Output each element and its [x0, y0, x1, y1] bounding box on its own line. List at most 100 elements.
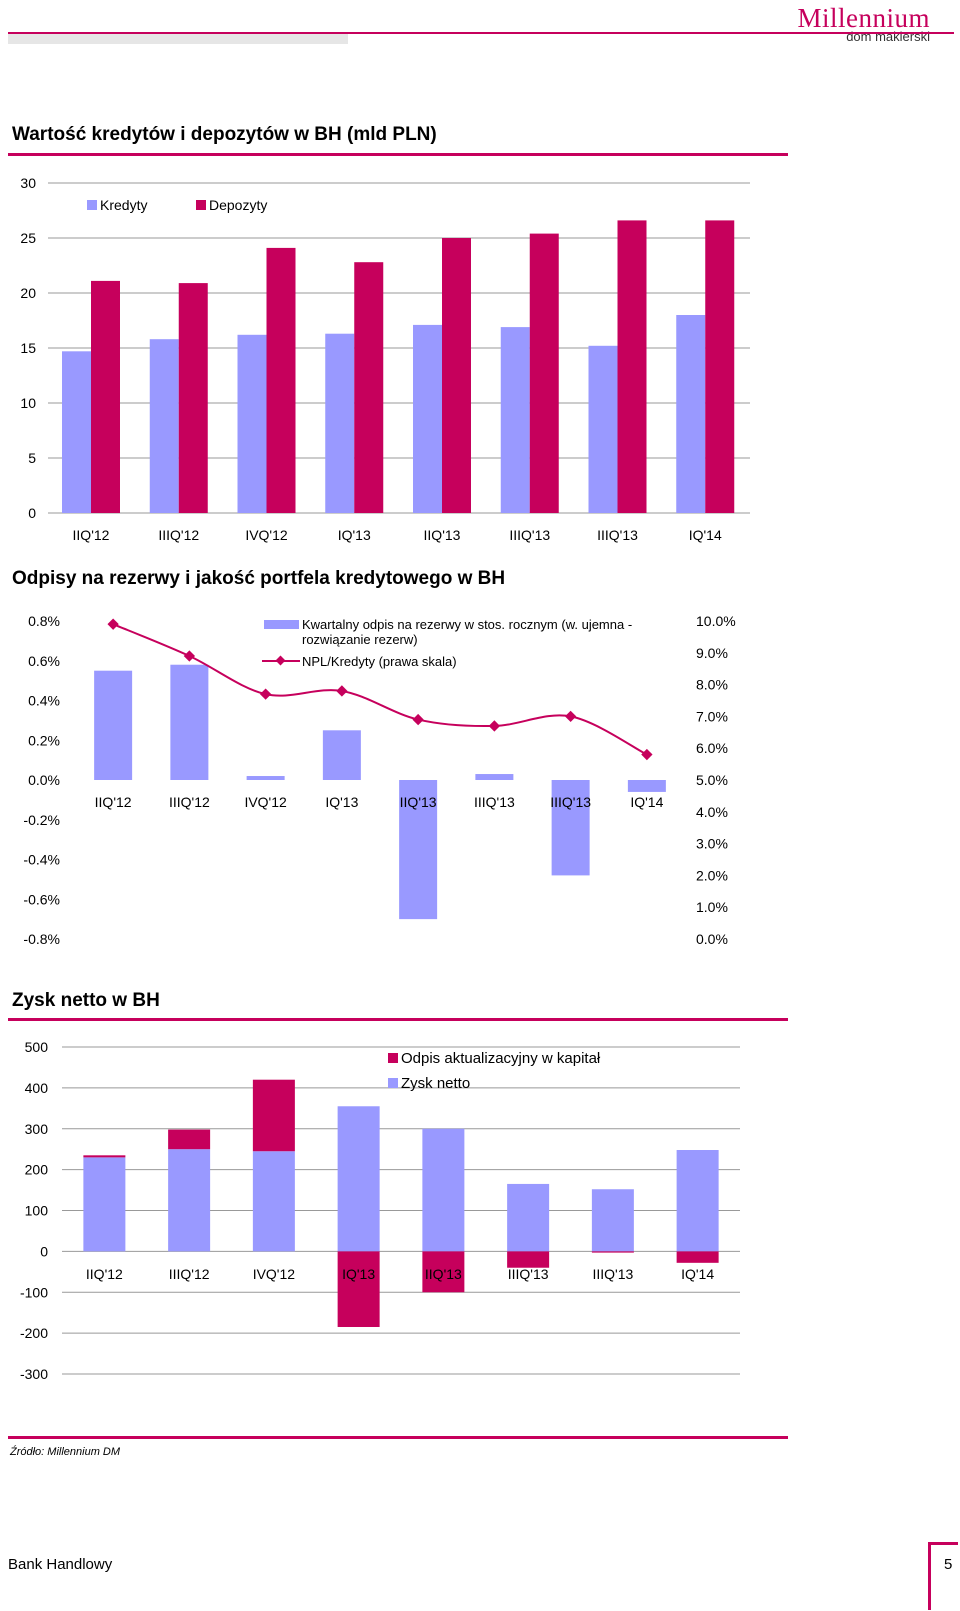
chart2-svg: 0.8% 0.6% 0.4% 0.2% 0.0% -0.2% -0.4% -0.6% -0.8%…	[23, 613, 736, 947]
bar-depozyty	[91, 280, 120, 513]
bar-kredyty	[676, 315, 706, 513]
chart1-x-labels: IIQ'12 IIIQ'12 IVQ'12 IQ'13 IIQ'13 IIIQ'13 III…	[73, 527, 722, 543]
legend-swatch-kredyty	[87, 200, 97, 210]
bar-odpis-rezerwy	[551, 780, 590, 876]
y2-tick-label: 10.0%	[696, 613, 736, 629]
x-tick-label: IQ'14	[689, 527, 722, 543]
bar-depozyty	[705, 220, 735, 513]
y2-tick-label: 8.0%	[696, 677, 728, 693]
chart3-svg: 500 400 300 200 100 0 -100 -200 -300 IIQ'12 IIIQ'…	[20, 1039, 740, 1382]
chart3-x-labels: IIQ'12 IIIQ'12 IVQ'12 IQ'13 IIQ'13 IIIQ'13 III…	[86, 1266, 714, 1282]
y-tick-label: -0.2%	[23, 812, 60, 828]
x-tick-label: IIQ'12	[95, 794, 132, 810]
bar-odpis-rezerwy	[627, 780, 666, 792]
brand-logo: Millennium dom maklerski	[798, 4, 931, 44]
bar-odpis-rezerwy	[170, 664, 209, 780]
bar-odpis-aktualizacyjny-w-kapita-	[591, 1251, 634, 1253]
bar-kredyty	[588, 345, 618, 513]
bar-zysk-netto	[252, 1151, 295, 1252]
chart3-gridlines	[62, 1046, 740, 1375]
y-tick-label: -100	[20, 1284, 48, 1300]
x-tick-label: IIQ'13	[425, 1266, 462, 1282]
y-tick-label: 200	[25, 1162, 49, 1178]
footer-company: Bank Handlowy	[8, 1556, 113, 1573]
legend-marker-npl	[275, 655, 286, 666]
legend-label-odpis-kapital: Odpis aktualizacyjny w kapitał	[401, 1050, 601, 1067]
y-tick-label: -300	[20, 1366, 48, 1382]
chart1-y-ticks: 0 5 10 15 20 25 30	[20, 175, 36, 521]
bar-zysk-netto	[591, 1189, 634, 1252]
bar-odpis-rezerwy	[246, 776, 285, 780]
legend-label-zysk-netto: Zysk netto	[401, 1075, 470, 1092]
y2-tick-label: 1.0%	[696, 899, 728, 915]
bar-kredyty	[237, 334, 267, 513]
bar-odpis-aktualizacyjny-w-kapita-	[337, 1251, 380, 1327]
source-note: Źródło: Millennium DM	[10, 1446, 121, 1458]
legend-label-odpis-rezerwy-line2: rozwiązanie rezerw)	[302, 632, 418, 647]
npl-point	[336, 685, 348, 697]
npl-point	[107, 618, 119, 630]
x-tick-label: IIIQ'13	[597, 527, 638, 543]
legend-label-kredyty: Kredyty	[100, 197, 147, 213]
y-tick-label: 10	[20, 395, 36, 411]
legend-swatch-zysk-netto	[388, 1078, 398, 1088]
x-tick-label: IIIQ'12	[169, 1266, 210, 1282]
bar-kredyty	[62, 351, 91, 513]
x-tick-label: IVQ'12	[245, 527, 288, 543]
chart2-y-ticks: 0.8% 0.6% 0.4% 0.2% 0.0% -0.2% -0.4% -0.6% -0.8%	[23, 613, 60, 947]
chart2-title: Odpisy na rezerwy i jakość portfela kred…	[12, 568, 506, 589]
y-tick-label: 0.2%	[28, 732, 60, 748]
y2-tick-label: 9.0%	[696, 645, 728, 661]
x-tick-label: IQ'13	[342, 1266, 375, 1282]
bar-depozyty	[529, 233, 559, 513]
chart1-legend: Kredyty Depozyty	[87, 197, 267, 213]
y-tick-label: 100	[25, 1203, 49, 1219]
chart1-title: Wartość kredytów i depozytów w BH (mld P…	[12, 124, 437, 145]
x-tick-label: IIQ'12	[86, 1266, 123, 1282]
bar-odpis-aktualizacyjny-w-kapita-	[676, 1251, 719, 1263]
x-tick-label: IIIQ'12	[158, 527, 199, 543]
x-tick-label: IIIQ'13	[508, 1266, 549, 1282]
bar-odpis-rezerwy	[399, 780, 438, 920]
chart1-title-rule	[8, 153, 788, 156]
bar-zysk-netto	[422, 1128, 465, 1252]
y2-tick-label: 0.0%	[696, 931, 728, 947]
legend-label-npl: NPL/Kredyty (prawa skala)	[302, 654, 457, 669]
footer-rule-horizontal	[928, 1542, 958, 1545]
bar-odpis-rezerwy	[322, 730, 361, 780]
chart1-bars	[62, 220, 735, 513]
chart2-npl-line	[107, 618, 653, 761]
npl-point	[412, 713, 424, 726]
x-tick-label: IQ'13	[338, 527, 371, 543]
bar-zysk-netto	[676, 1150, 719, 1252]
bar-kredyty	[413, 324, 442, 513]
chart3-title: Zysk netto w BH	[12, 990, 160, 1011]
bar-kredyty	[325, 333, 355, 513]
y2-tick-label: 5.0%	[696, 772, 728, 788]
bar-kredyty	[149, 339, 179, 513]
x-tick-label: IIIQ'12	[169, 794, 210, 810]
y2-tick-label: 7.0%	[696, 708, 728, 724]
bar-depozyty	[266, 247, 296, 513]
y-tick-label: 25	[20, 230, 36, 246]
y-tick-label: 5	[28, 450, 36, 466]
legend-swatch-depozyty	[196, 200, 206, 210]
legend-label-odpis-rezerwy-line1: Kwartalny odpis na rezerwy w stos. roczn…	[302, 617, 632, 632]
page-number: 5	[944, 1556, 953, 1573]
y-tick-label: 0.6%	[28, 653, 60, 669]
y-tick-label: 500	[25, 1039, 49, 1055]
x-tick-label: IIIQ'13	[592, 1266, 633, 1282]
y-tick-label: -0.8%	[23, 931, 60, 947]
legend-swatch-odpis-rezerwy	[264, 620, 299, 629]
y-tick-label: 0	[40, 1243, 48, 1259]
bar-depozyty	[354, 262, 384, 513]
x-tick-label: IIQ'12	[73, 527, 110, 543]
y-tick-label: 0.4%	[28, 693, 60, 709]
y-tick-label: 300	[25, 1121, 49, 1137]
y-tick-label: 0.0%	[28, 772, 60, 788]
bar-odpis-aktualizacyjny-w-kapita-	[83, 1155, 126, 1158]
x-tick-label: IQ'13	[325, 794, 358, 810]
chart3-legend: Odpis aktualizacyjny w kapitał Zysk nett…	[388, 1050, 601, 1092]
bar-odpis-rezerwy	[475, 774, 514, 780]
